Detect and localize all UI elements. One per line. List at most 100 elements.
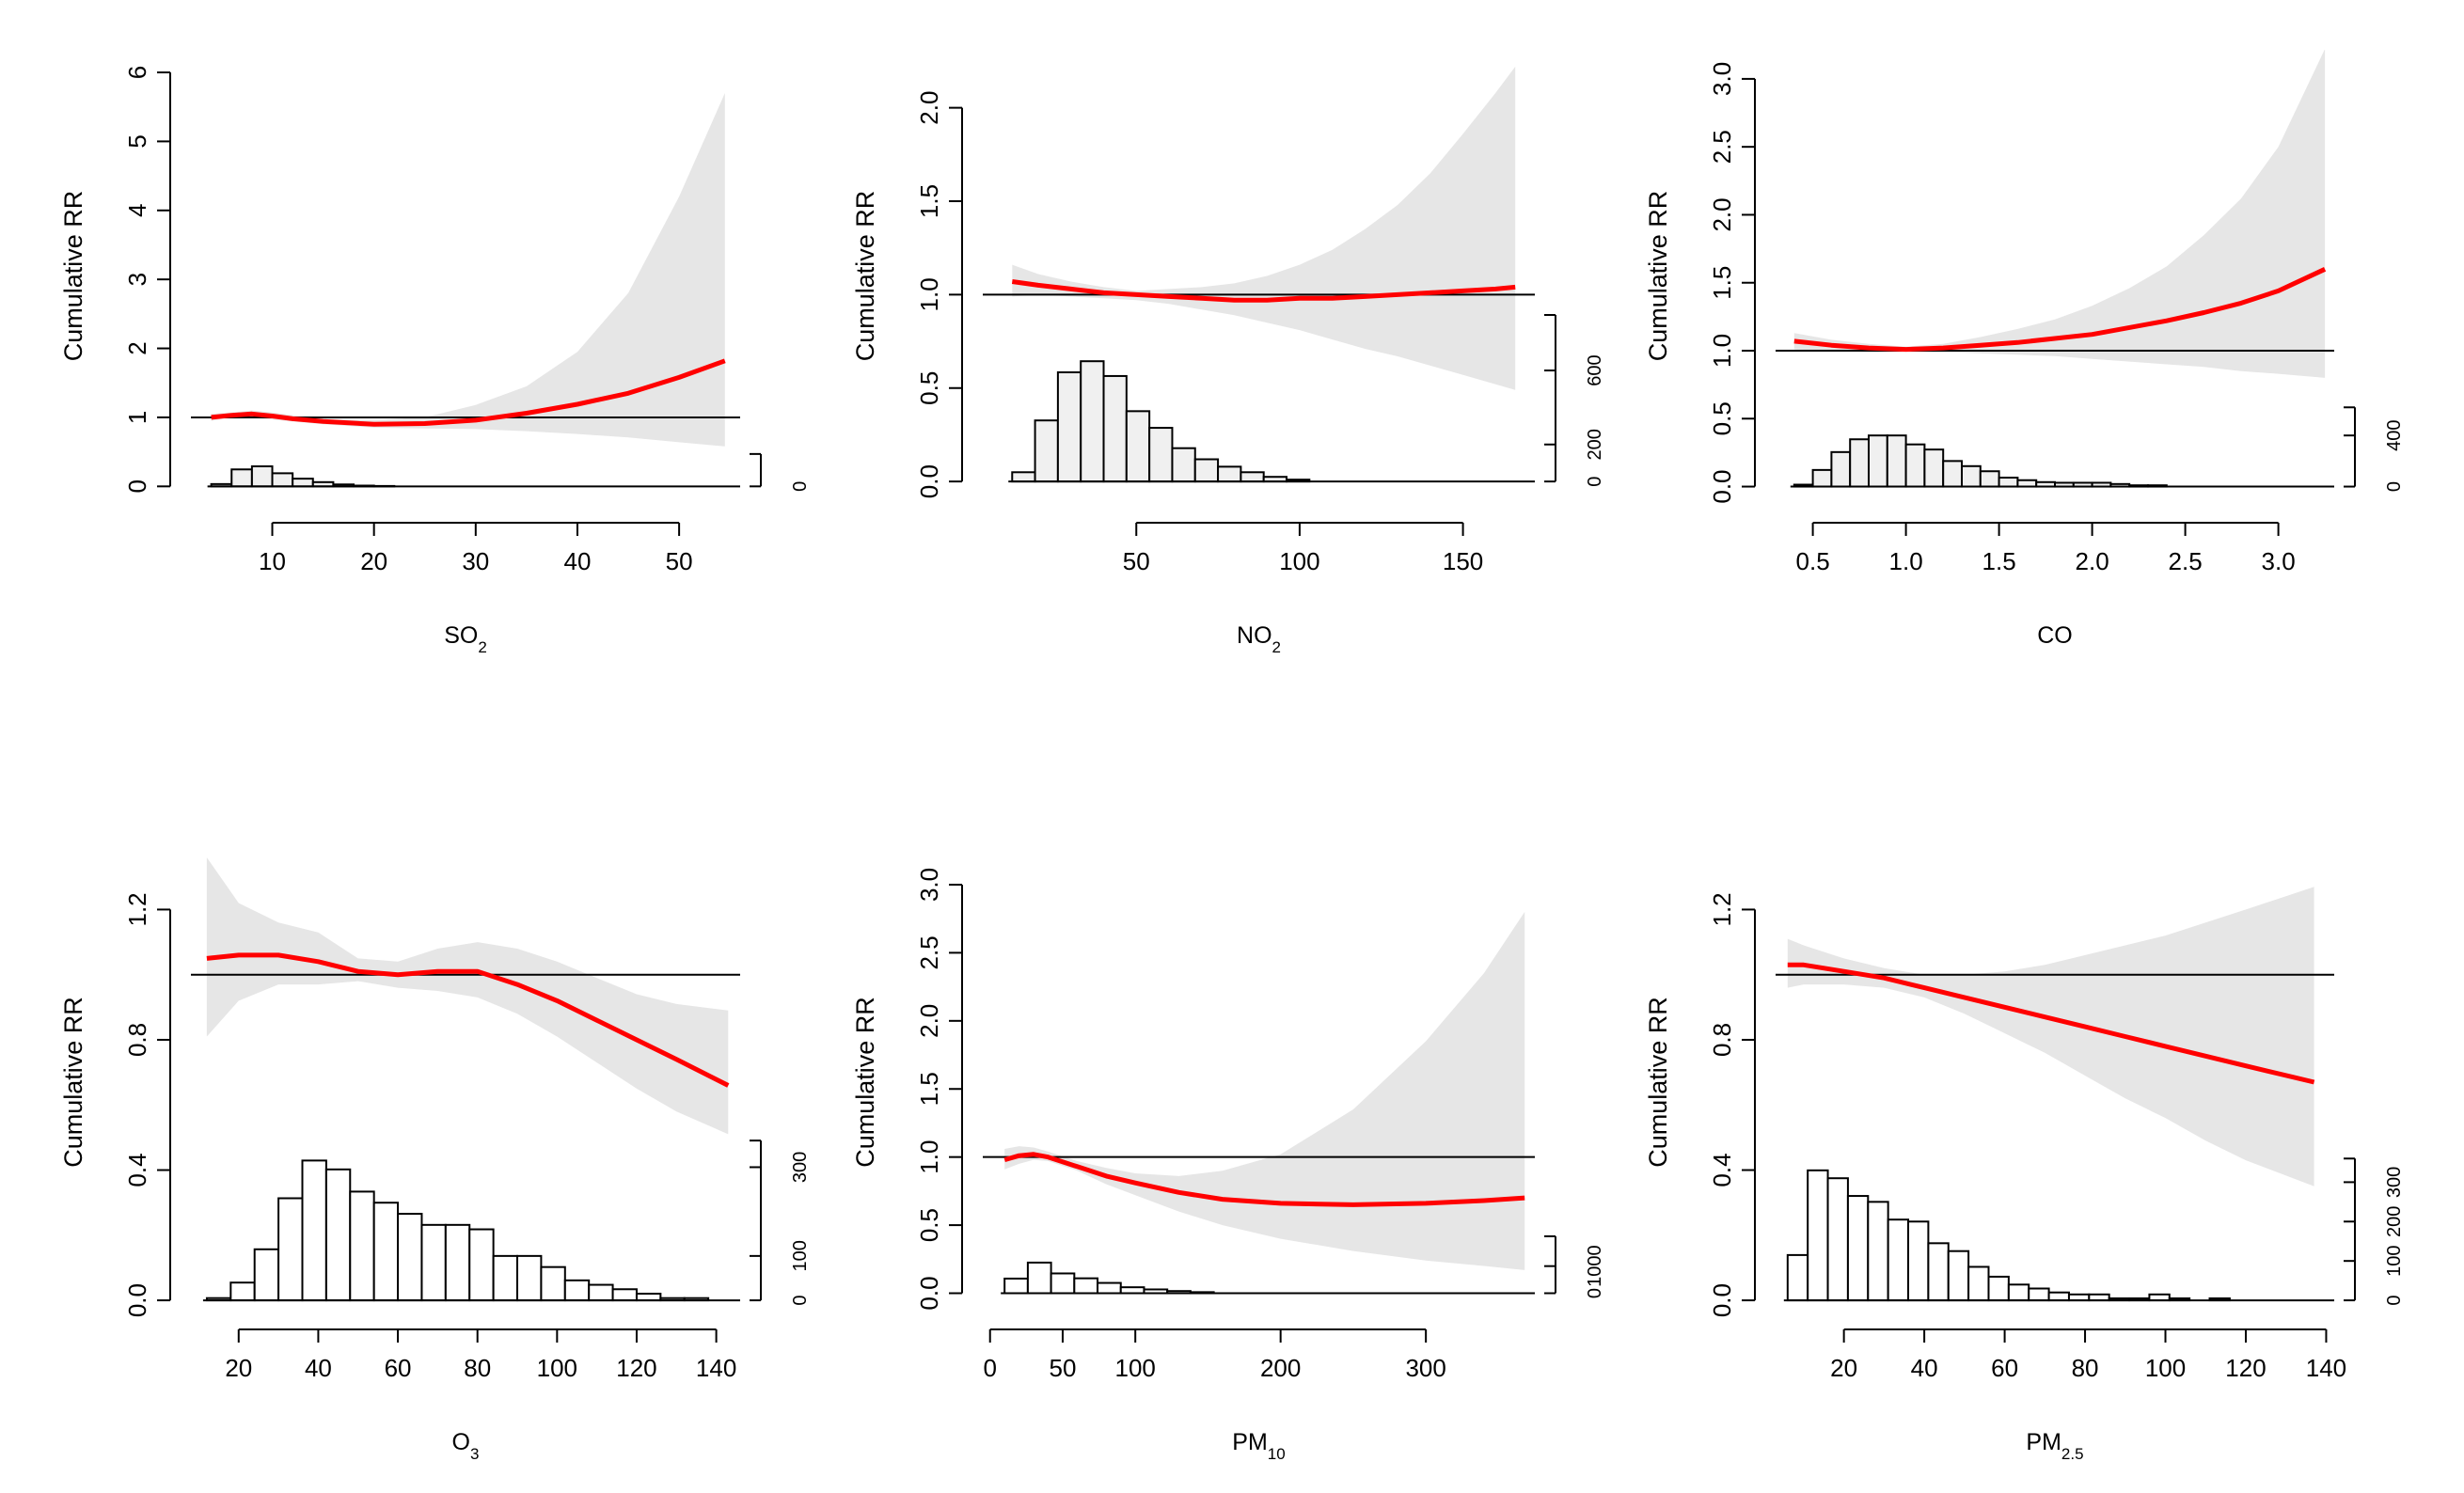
histogram-bar: [230, 468, 253, 488]
ci-band: [1004, 911, 1525, 1270]
histogram-bar: [277, 1197, 304, 1302]
y-tick-label: 0.5: [915, 1208, 943, 1242]
ci-band: [211, 93, 725, 447]
histogram-bar: [397, 1213, 423, 1302]
hist-tick-label: 300: [790, 1152, 811, 1183]
histogram-bar: [271, 472, 294, 488]
y-tick-label: 0.5: [1708, 401, 1736, 435]
y-tick-label: 2: [123, 341, 151, 354]
y-tick-label: 0.5: [915, 371, 943, 405]
y-axis-label: Cumulative RR: [1644, 191, 1672, 362]
histogram-bar: [1947, 1249, 1970, 1302]
histogram-bar: [1011, 471, 1036, 483]
histogram-bar: [1998, 477, 2019, 488]
histogram-bar: [516, 1254, 543, 1302]
x-axis-label: NO2: [1237, 622, 1281, 656]
hist-tick-label: 100: [2384, 1245, 2405, 1276]
hist-tick-label: 300: [2384, 1167, 2405, 1198]
x-axis-label: PM10: [1232, 1429, 1285, 1463]
x-tick-label: 120: [2225, 1354, 2266, 1382]
histogram-bar: [250, 464, 274, 488]
histogram-bar: [1887, 1218, 1910, 1302]
x-tick-label: 80: [464, 1354, 491, 1382]
plot-area: [1776, 887, 2334, 1302]
histogram-bar: [635, 1292, 662, 1302]
x-tick-label: 50: [666, 547, 693, 575]
y-tick-label: 1.5: [915, 1072, 943, 1106]
histogram-bar: [1826, 1177, 1849, 1302]
y-tick-label: 2.5: [1708, 130, 1736, 164]
x-tick-label: 2.0: [2076, 547, 2109, 575]
histogram-bar: [229, 1281, 256, 1302]
y-tick-label: 3.0: [1708, 62, 1736, 96]
panel-2: 0.0 0.5 1.0 1.5 2.0 Cumulative RR 50 100 150 NO2 0…: [851, 66, 1605, 656]
hist-tick-label: 0: [1585, 1288, 1605, 1298]
x-tick-label: 100: [1115, 1354, 1156, 1382]
x-tick-label: 0: [983, 1354, 996, 1382]
hist-tick-label: 1000: [1585, 1245, 1605, 1287]
histogram-bar: [349, 1190, 375, 1302]
y-axis-label: Cumulative RR: [59, 191, 87, 362]
histogram-bar: [1987, 1275, 2010, 1302]
y-tick-label: 4: [123, 204, 151, 217]
rr-curve: [1793, 267, 2327, 353]
y-tick-label: 1.5: [1708, 266, 1736, 300]
y-axis-label: Cumulative RR: [1644, 997, 1672, 1168]
y-tick-label: 6: [123, 66, 151, 79]
histogram-bar: [420, 1223, 447, 1302]
histogram-bar: [1807, 1169, 1829, 1302]
histogram-bar: [611, 1288, 638, 1302]
histogram-bar: [1967, 1265, 1990, 1302]
histogram-bar: [1867, 1201, 1889, 1302]
y-tick-label: 1.5: [915, 184, 943, 218]
y-tick-label: 0.4: [123, 1153, 151, 1187]
histogram-bar: [1073, 1277, 1099, 1295]
y-tick-label: 2.5: [915, 935, 943, 969]
y-tick-label: 2.0: [915, 1004, 943, 1038]
x-tick-label: 50: [1049, 1354, 1076, 1382]
y-tick-label: 0.4: [1708, 1153, 1736, 1187]
histogram-bar: [1979, 470, 2000, 488]
y-tick-label: 1.2: [1708, 892, 1736, 926]
histogram-bar: [1080, 360, 1105, 483]
histogram-bar: [1811, 468, 1833, 488]
histogram-bar: [2016, 479, 2038, 488]
x-tick-label: 30: [462, 547, 489, 575]
plot-area: [1776, 50, 2334, 488]
histogram-bar: [1217, 465, 1242, 483]
y-tick-label: 0.0: [1708, 469, 1736, 503]
hist-tick-label: 100: [790, 1240, 811, 1271]
histogram-bar: [492, 1254, 519, 1302]
histogram-bar: [1868, 434, 1888, 488]
histogram-bar: [1830, 450, 1852, 488]
histogram-bar: [1148, 427, 1174, 483]
x-tick-label: 20: [225, 1354, 252, 1382]
x-axis-label-subscript: 3: [470, 1445, 479, 1463]
histogram-bar: [1240, 471, 1265, 483]
x-axis-label-subscript: 2: [1272, 638, 1281, 656]
y-tick-label: 0.8: [123, 1023, 151, 1057]
rr-curve: [211, 358, 726, 427]
hist-tick-label: 0: [790, 481, 811, 492]
x-tick-label: 200: [1260, 1354, 1301, 1382]
rr-curve: [1787, 962, 2315, 1085]
histogram-bar: [1056, 371, 1082, 483]
y-axis-label: Cumulative RR: [851, 191, 879, 362]
x-tick-label: 40: [564, 547, 592, 575]
histogram-bar: [1904, 443, 1926, 488]
rr-curve: [1003, 1152, 1525, 1207]
x-tick-label: 120: [616, 1354, 656, 1382]
x-tick-label: 20: [360, 547, 387, 575]
hist-tick-label: 600: [1585, 354, 1605, 385]
histogram-bar: [1102, 374, 1128, 483]
hist-tick-label: 400: [2384, 419, 2405, 450]
x-tick-label: 2.5: [2169, 547, 2203, 575]
y-tick-label: 0: [123, 479, 151, 493]
histogram-bar: [1034, 419, 1059, 483]
y-tick-label: 1: [123, 411, 151, 424]
histogram-bar: [1193, 458, 1220, 483]
histogram-bar: [1026, 1261, 1052, 1295]
histogram-bar: [301, 1159, 327, 1302]
histogram-bar: [588, 1283, 614, 1302]
